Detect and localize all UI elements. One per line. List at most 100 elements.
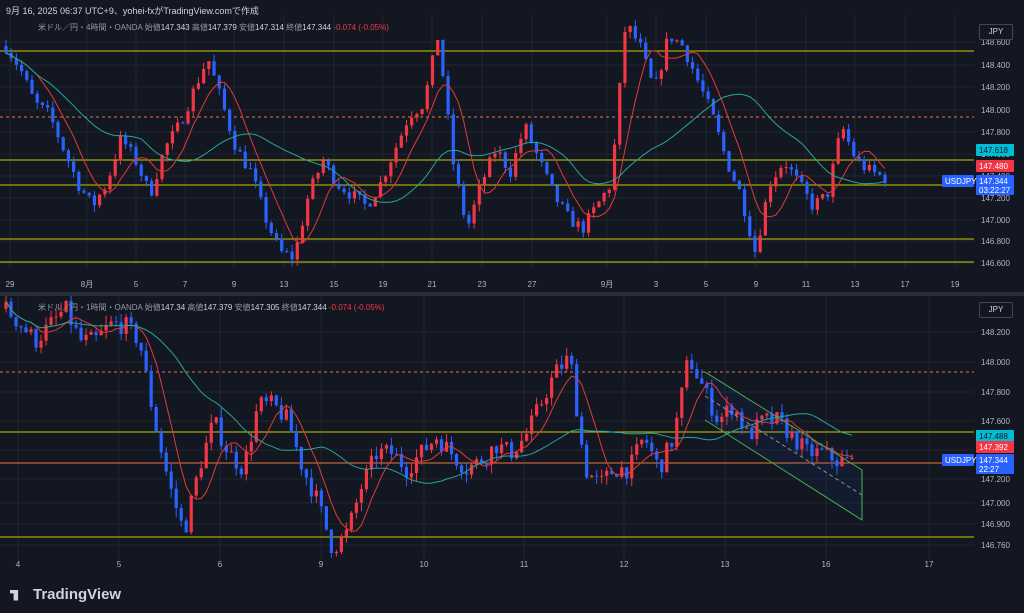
- top-candle: [144, 175, 149, 181]
- top-time-tick: 9月: [601, 280, 613, 289]
- bottom-candle: [84, 334, 88, 341]
- bottom-candle: [304, 469, 308, 478]
- top-candle: [129, 144, 133, 147]
- bottom-candle: [730, 405, 734, 415]
- bottom-candle: [745, 427, 749, 429]
- bottom-time-tick: 16: [822, 560, 831, 569]
- top-candle: [285, 251, 289, 253]
- bottom-candle: [535, 404, 539, 416]
- top-red-price-label: 147.480: [979, 162, 1008, 171]
- top-price-tick: 148.000: [981, 106, 1010, 115]
- top-time-tick: 8月: [81, 280, 93, 289]
- top-candle: [368, 203, 372, 207]
- bottom-candle: [850, 457, 854, 459]
- bottom-candle: [700, 378, 704, 384]
- bottom-candle: [349, 512, 354, 530]
- top-candle: [92, 195, 97, 206]
- top-candle: [321, 160, 325, 173]
- bottom-candle: [409, 473, 414, 478]
- bottom-candle: [570, 355, 574, 365]
- top-candle: [186, 111, 190, 124]
- top-candle: [347, 192, 351, 199]
- bottom-candle: [324, 506, 328, 530]
- bottom-candle: [499, 444, 504, 454]
- bottom-price-tick: 146.760: [981, 541, 1010, 550]
- top-candle: [269, 222, 273, 234]
- top-candle: [77, 171, 81, 191]
- top-candle: [742, 189, 747, 217]
- bottom-candle: [675, 417, 679, 447]
- top-candle: [514, 152, 518, 177]
- bottom-candle: [279, 405, 283, 420]
- bottom-candle: [179, 507, 183, 521]
- bottom-candle: [755, 419, 759, 440]
- top-legend-open-label: 始値: [144, 23, 161, 32]
- top-candle: [659, 70, 663, 79]
- top-candle: [425, 84, 429, 110]
- top-price-tick: 147.800: [981, 128, 1010, 137]
- bottom-candle: [530, 415, 534, 435]
- top-candle: [290, 251, 294, 260]
- bottom-candle: [109, 321, 113, 325]
- bottom-candle: [690, 360, 694, 370]
- bottom-time-tick: 5: [117, 560, 122, 569]
- bottom-candle: [79, 327, 83, 341]
- top-candle: [508, 167, 513, 177]
- bottom-red-price-label: 147.392: [979, 443, 1008, 452]
- top-candle: [841, 129, 845, 139]
- bottom-ma-fast: [5, 301, 853, 532]
- bottom-legend-high: 147.379: [203, 303, 233, 312]
- top-candle: [46, 105, 50, 108]
- top-candle: [628, 26, 632, 33]
- top-candle: [612, 144, 617, 190]
- bottom-legend-change: -0.074 (-0.05%): [328, 303, 385, 312]
- top-candle: [191, 88, 195, 112]
- top-candle: [566, 203, 570, 212]
- bottom-candle: [565, 355, 569, 369]
- top-candle: [706, 91, 710, 99]
- top-candle: [592, 207, 596, 214]
- tradingview-logo[interactable]: TradingView: [10, 586, 121, 603]
- top-time-tick: 7: [183, 280, 188, 289]
- top-candle: [701, 80, 705, 92]
- bottom-candle: [414, 457, 419, 474]
- top-candle: [498, 152, 502, 154]
- bottom-candle: [810, 444, 814, 457]
- bottom-red-price-label-box: [976, 441, 1014, 453]
- bottom-candle: [384, 445, 389, 449]
- top-candle: [295, 242, 299, 260]
- top-current-price-label: 147.344: [979, 177, 1008, 186]
- bottom-candle: [399, 454, 404, 468]
- bottom-countdown-label: 22:27: [979, 465, 1000, 474]
- top-candle: [571, 211, 575, 227]
- top-candle: [748, 216, 752, 237]
- bottom-candle: [114, 321, 118, 323]
- top-current-price-box: [976, 175, 1014, 195]
- bottom-candle: [224, 445, 228, 452]
- top-candle: [399, 135, 403, 148]
- top-legend-low: 147.314: [255, 23, 284, 32]
- bottom-candle: [540, 404, 544, 406]
- pane-divider[interactable]: [0, 292, 1024, 296]
- top-currency-button[interactable]: JPY: [979, 24, 1013, 40]
- top-candle: [160, 155, 164, 180]
- bottom-candle: [509, 442, 514, 459]
- top-candle: [774, 177, 778, 187]
- bottom-candle: [64, 300, 68, 312]
- bottom-candle: [189, 495, 193, 533]
- top-red-price-label-box: [976, 160, 1014, 172]
- bottom-candle: [104, 324, 108, 331]
- top-candle: [675, 40, 679, 42]
- bottom-candle: [439, 439, 444, 452]
- bottom-currency-button[interactable]: JPY: [979, 302, 1013, 318]
- top-time-tick: 15: [330, 280, 339, 289]
- footer-bar: [0, 574, 1024, 613]
- top-candle: [352, 191, 357, 199]
- top-candle: [623, 32, 627, 83]
- top-candle: [467, 214, 471, 224]
- top-candle: [872, 164, 877, 173]
- bottom-candle: [164, 452, 168, 472]
- top-candle: [389, 162, 393, 177]
- top-time-tick: 19: [379, 280, 388, 289]
